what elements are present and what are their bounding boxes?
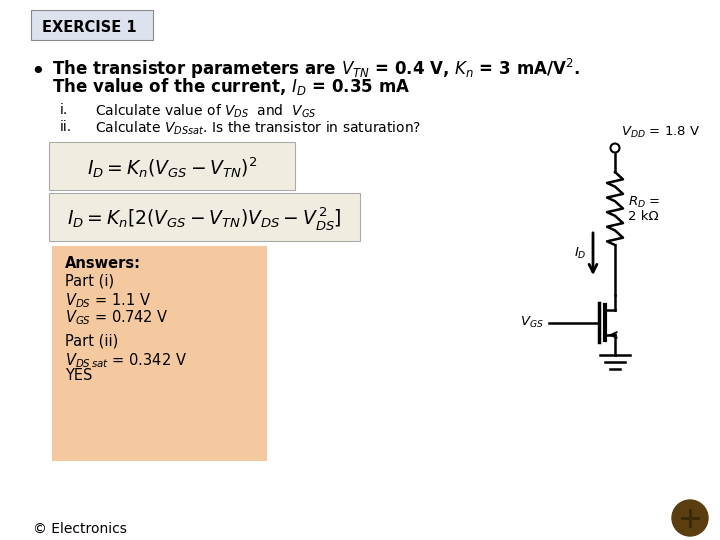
Text: Calculate value of $V_{DS}$  and  $V_{GS}$: Calculate value of $V_{DS}$ and $V_{GS}$ — [95, 103, 317, 120]
Text: $R_D$ =: $R_D$ = — [628, 195, 660, 210]
Text: $V_{GS}$ = 0.742 V: $V_{GS}$ = 0.742 V — [65, 308, 168, 327]
Text: 2 kΩ: 2 kΩ — [628, 210, 659, 223]
Text: $V_{DS\,sat}$ = 0.342 V: $V_{DS\,sat}$ = 0.342 V — [65, 351, 187, 370]
FancyBboxPatch shape — [49, 193, 360, 241]
Text: © Electronics: © Electronics — [33, 522, 127, 536]
Text: i.: i. — [60, 103, 68, 117]
Text: $V_{GS}$: $V_{GS}$ — [520, 315, 544, 330]
Circle shape — [675, 503, 705, 533]
Text: The transistor parameters are $V_{TN}$ = 0.4 V, $K_n$ = 3 mA/V$^2$.: The transistor parameters are $V_{TN}$ =… — [52, 57, 580, 81]
Text: $V_{DD}$ = 1.8 V: $V_{DD}$ = 1.8 V — [621, 125, 700, 140]
FancyBboxPatch shape — [31, 10, 153, 40]
Text: Calculate $V_{DSsat}$. Is the transistor in saturation?: Calculate $V_{DSsat}$. Is the transistor… — [95, 120, 421, 137]
Text: Answers:: Answers: — [65, 256, 141, 271]
Text: YES: YES — [65, 368, 92, 383]
FancyBboxPatch shape — [52, 246, 267, 461]
Text: ii.: ii. — [60, 120, 72, 134]
Text: Part (ii): Part (ii) — [65, 334, 118, 349]
Text: $I_D = K_n[2(V_{GS} - V_{TN})V_{DS} - V_{DS}^{\,2}]$: $I_D = K_n[2(V_{GS} - V_{TN})V_{DS} - V_… — [67, 206, 341, 233]
Circle shape — [672, 500, 708, 536]
Circle shape — [679, 507, 701, 529]
Text: The value of the current, $I_D$ = 0.35 mA: The value of the current, $I_D$ = 0.35 m… — [52, 76, 410, 97]
Text: Part (i): Part (i) — [65, 274, 114, 289]
Text: $V_{DS}$ = 1.1 V: $V_{DS}$ = 1.1 V — [65, 291, 151, 310]
Text: $I_D$: $I_D$ — [575, 246, 587, 261]
Text: $I_D = K_n\left(V_{GS} - V_{TN}\right)^2$: $I_D = K_n\left(V_{GS} - V_{TN}\right)^2… — [87, 156, 257, 180]
FancyBboxPatch shape — [49, 142, 295, 190]
Text: EXERCISE 1: EXERCISE 1 — [42, 19, 137, 35]
Circle shape — [683, 511, 697, 525]
Text: •: • — [30, 60, 45, 84]
